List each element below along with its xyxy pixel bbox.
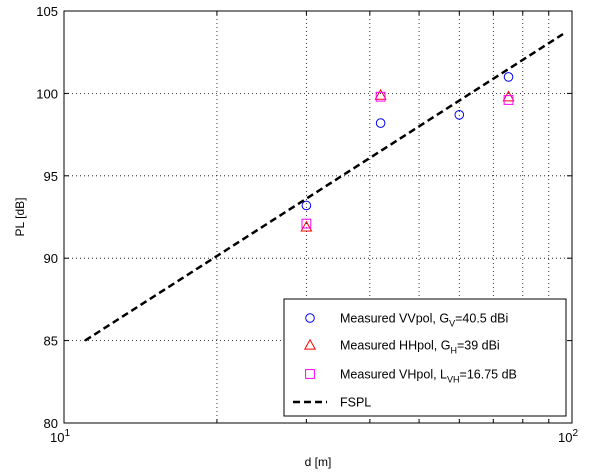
legend-entry-label: Measured HHpol, GH=39 dBi bbox=[340, 339, 500, 356]
data-point-triangle bbox=[300, 220, 313, 232]
x-tick-label: 101 bbox=[50, 428, 70, 445]
y-tick-label: 85 bbox=[44, 334, 58, 349]
legend-marker-circle bbox=[305, 313, 315, 323]
plot-frame bbox=[63, 10, 573, 424]
y-tick-label: 100 bbox=[36, 86, 58, 101]
data-point-square bbox=[503, 95, 514, 105]
legend-marker-triangle bbox=[303, 338, 317, 350]
x-tick-label: 102 bbox=[558, 428, 578, 445]
data-point-triangle bbox=[374, 88, 387, 100]
fspl-line bbox=[84, 33, 564, 342]
data-point-circle bbox=[454, 110, 465, 120]
data-point-circle bbox=[301, 200, 312, 211]
legend-box bbox=[283, 298, 567, 417]
data-point-square bbox=[375, 91, 386, 102]
legend-entry-label: Measured VVpol, GV=40.5 dBi bbox=[340, 312, 508, 329]
data-point-circle bbox=[503, 72, 514, 82]
y-axis-label: PL [dB] bbox=[13, 198, 27, 237]
axis-ticks bbox=[63, 10, 572, 424]
legend-marker-square bbox=[305, 369, 315, 379]
legend-entry-label: Measured VHpol, LVH=16.75 dB bbox=[340, 368, 517, 385]
series-layer bbox=[84, 33, 564, 342]
data-point-triangle bbox=[502, 90, 515, 102]
legend-entry-label: FSPL bbox=[340, 396, 371, 410]
y-tick-label: 80 bbox=[44, 416, 58, 431]
legend: Measured VVpol, GV=40.5 dBi Measured HHpo… bbox=[283, 298, 567, 417]
data-point-circle bbox=[375, 118, 386, 128]
y-tick-label: 105 bbox=[36, 4, 58, 19]
data-point-square bbox=[301, 218, 312, 229]
x-axis-label: d [m] bbox=[305, 455, 332, 469]
tick-labels: 80 85 90 95 100 105 101 102 bbox=[36, 4, 578, 445]
y-tick-label: 95 bbox=[44, 169, 58, 184]
grid bbox=[64, 11, 572, 423]
y-tick-label: 90 bbox=[44, 251, 58, 266]
